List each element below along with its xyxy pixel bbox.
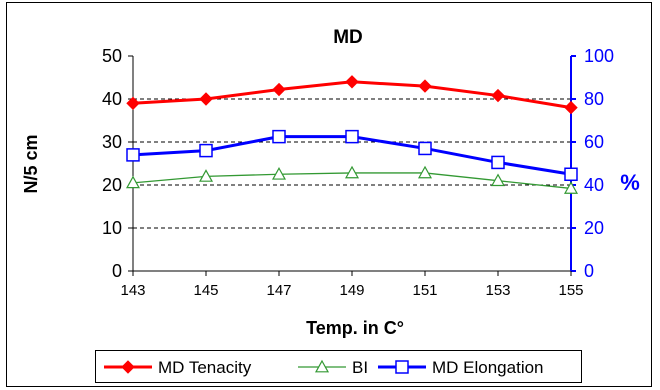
- x-tick-label: 147: [266, 282, 291, 299]
- y-right-tick-label: 0: [584, 261, 594, 281]
- axes-layer: 0 10 20 30 40 50 0 20 40 60 80 100 143 145 147 149 151 15…: [102, 46, 614, 299]
- data-point-bi: [417, 165, 433, 179]
- y-left-tick-label: 0: [112, 261, 122, 281]
- chart-frame: [6, 2, 652, 387]
- data-point-md-elongation: [126, 148, 140, 162]
- legend-svg: MD Tenacity BI MD Elongation: [104, 358, 544, 377]
- y-right-tick-label: 20: [584, 218, 604, 238]
- x-axis-title: Temp. in C°: [306, 318, 404, 338]
- series-layer: [125, 75, 579, 194]
- y-right-tick-label: 60: [584, 132, 604, 152]
- data-point-md-elongation: [564, 167, 578, 181]
- x-tick-label: 143: [120, 282, 145, 299]
- legend-marker-bi: [314, 359, 330, 373]
- legend: MD Tenacity BI MD Elongation: [95, 350, 582, 383]
- data-point-md-elongation: [199, 143, 213, 158]
- data-point-md-elongation: [272, 129, 286, 144]
- data-point-md-tenacity: [418, 79, 432, 93]
- y-left-tick-label: 20: [102, 175, 122, 195]
- data-point-bi: [125, 175, 141, 189]
- chart-title: MD: [333, 27, 363, 48]
- data-point-bi: [563, 181, 579, 194]
- data-point-bi: [344, 165, 360, 179]
- data-point-md-tenacity: [126, 96, 140, 111]
- x-tick-label: 153: [485, 282, 510, 299]
- legend-item-md-tenacity: MD Tenacity: [104, 358, 252, 377]
- y-right-tick-label: 40: [584, 175, 604, 195]
- data-point-md-tenacity: [491, 88, 505, 103]
- data-point-bi: [198, 169, 214, 182]
- legend-marker-md-tenacity: [121, 360, 135, 374]
- data-point-md-tenacity: [345, 75, 359, 89]
- y-left-tick-label: 10: [102, 218, 122, 238]
- y-axis-left-title: N/5 cm: [21, 134, 41, 193]
- y-left-tick-label: 40: [102, 89, 122, 109]
- x-tick-label: 155: [558, 282, 583, 299]
- y-right-tick-label: 100: [584, 46, 614, 66]
- data-point-md-elongation: [418, 141, 432, 156]
- y-left-tick-label: 30: [102, 132, 122, 152]
- legend-marker-md-elongation: [395, 360, 409, 374]
- y-axis-right-title: %: [620, 170, 640, 195]
- legend-label-md-tenacity: MD Tenacity: [158, 358, 252, 377]
- legend-label-bi: BI: [352, 358, 368, 377]
- x-tick-label: 149: [339, 282, 364, 299]
- legend-item-bi: BI: [298, 358, 368, 377]
- x-tick-label: 145: [193, 282, 218, 299]
- data-point-bi: [490, 173, 506, 187]
- data-point-md-tenacity: [199, 92, 213, 106]
- x-tick-label: 151: [412, 282, 437, 299]
- legend-label-md-elongation: MD Elongation: [432, 358, 544, 377]
- data-point-md-tenacity: [564, 100, 578, 115]
- data-point-md-elongation: [491, 155, 505, 170]
- y-left-tick-label: 50: [102, 46, 122, 66]
- legend-item-md-elongation: MD Elongation: [378, 358, 544, 377]
- y-right-tick-label: 80: [584, 89, 604, 109]
- data-point-md-elongation: [345, 129, 359, 144]
- data-point-md-tenacity: [272, 82, 286, 97]
- data-point-bi: [271, 167, 287, 180]
